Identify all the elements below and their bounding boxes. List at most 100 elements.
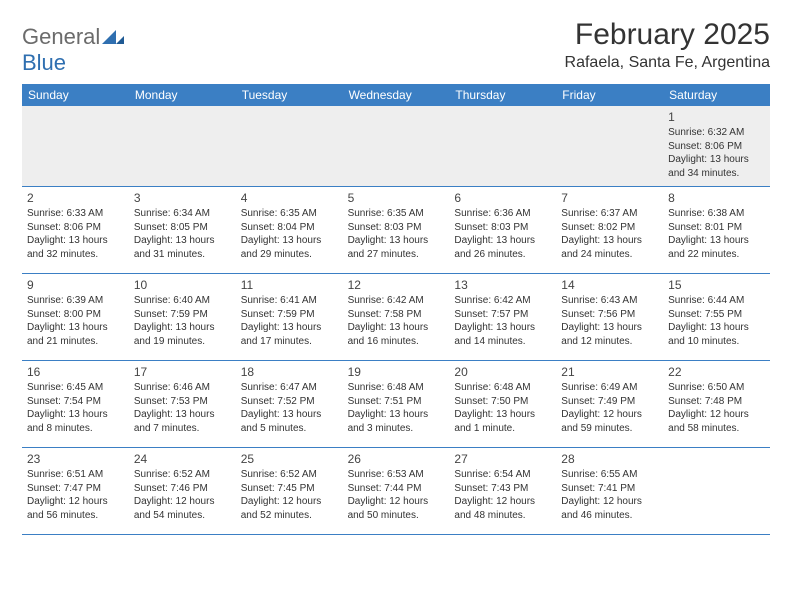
sunset-text: Sunset: 8:03 PM [454, 221, 551, 235]
sunset-text: Sunset: 8:02 PM [561, 221, 658, 235]
sunset-text: Sunset: 7:46 PM [134, 482, 231, 496]
sunset-text: Sunset: 7:59 PM [241, 308, 338, 322]
day-number: 23 [27, 451, 124, 467]
day-number: 3 [134, 190, 231, 206]
day-cell: 16Sunrise: 6:45 AMSunset: 7:54 PMDayligh… [22, 361, 129, 447]
daylight-text: Daylight: 12 hours and 59 minutes. [561, 408, 658, 435]
day-cell: 4Sunrise: 6:35 AMSunset: 8:04 PMDaylight… [236, 187, 343, 273]
day-cell: 18Sunrise: 6:47 AMSunset: 7:52 PMDayligh… [236, 361, 343, 447]
day-number: 6 [454, 190, 551, 206]
sunset-text: Sunset: 7:58 PM [348, 308, 445, 322]
day-cell: 9Sunrise: 6:39 AMSunset: 8:00 PMDaylight… [22, 274, 129, 360]
daylight-text: Daylight: 12 hours and 52 minutes. [241, 495, 338, 522]
day-cell [556, 106, 663, 186]
calendar-grid: Sunday Monday Tuesday Wednesday Thursday… [22, 84, 770, 535]
daylight-text: Daylight: 13 hours and 31 minutes. [134, 234, 231, 261]
sunrise-text: Sunrise: 6:36 AM [454, 207, 551, 221]
daylight-text: Daylight: 13 hours and 14 minutes. [454, 321, 551, 348]
sunrise-text: Sunrise: 6:34 AM [134, 207, 231, 221]
logo-text: General Blue [22, 24, 124, 76]
sunset-text: Sunset: 7:57 PM [454, 308, 551, 322]
day-cell [236, 106, 343, 186]
day-cell: 8Sunrise: 6:38 AMSunset: 8:01 PMDaylight… [663, 187, 770, 273]
sunrise-text: Sunrise: 6:50 AM [668, 381, 765, 395]
day-number: 7 [561, 190, 658, 206]
daylight-text: Daylight: 12 hours and 46 minutes. [561, 495, 658, 522]
day-headers-row: Sunday Monday Tuesday Wednesday Thursday… [22, 84, 770, 106]
daylight-text: Daylight: 13 hours and 27 minutes. [348, 234, 445, 261]
daylight-text: Daylight: 13 hours and 12 minutes. [561, 321, 658, 348]
sunrise-text: Sunrise: 6:38 AM [668, 207, 765, 221]
day-cell: 24Sunrise: 6:52 AMSunset: 7:46 PMDayligh… [129, 448, 236, 534]
day-cell: 26Sunrise: 6:53 AMSunset: 7:44 PMDayligh… [343, 448, 450, 534]
sunrise-text: Sunrise: 6:45 AM [27, 381, 124, 395]
day-cell: 15Sunrise: 6:44 AMSunset: 7:55 PMDayligh… [663, 274, 770, 360]
sunrise-text: Sunrise: 6:35 AM [241, 207, 338, 221]
day-cell: 17Sunrise: 6:46 AMSunset: 7:53 PMDayligh… [129, 361, 236, 447]
day-header: Saturday [663, 84, 770, 106]
day-number: 17 [134, 364, 231, 380]
day-number: 28 [561, 451, 658, 467]
day-number: 21 [561, 364, 658, 380]
sunrise-text: Sunrise: 6:55 AM [561, 468, 658, 482]
daylight-text: Daylight: 13 hours and 5 minutes. [241, 408, 338, 435]
sunrise-text: Sunrise: 6:40 AM [134, 294, 231, 308]
sunrise-text: Sunrise: 6:33 AM [27, 207, 124, 221]
sunset-text: Sunset: 7:49 PM [561, 395, 658, 409]
sunrise-text: Sunrise: 6:32 AM [668, 126, 765, 140]
sunset-text: Sunset: 7:48 PM [668, 395, 765, 409]
day-number: 20 [454, 364, 551, 380]
sunset-text: Sunset: 8:06 PM [27, 221, 124, 235]
day-cell: 2Sunrise: 6:33 AMSunset: 8:06 PMDaylight… [22, 187, 129, 273]
sunrise-text: Sunrise: 6:52 AM [134, 468, 231, 482]
sunrise-text: Sunrise: 6:41 AM [241, 294, 338, 308]
sunset-text: Sunset: 7:44 PM [348, 482, 445, 496]
daylight-text: Daylight: 13 hours and 24 minutes. [561, 234, 658, 261]
day-cell: 3Sunrise: 6:34 AMSunset: 8:05 PMDaylight… [129, 187, 236, 273]
daylight-text: Daylight: 12 hours and 50 minutes. [348, 495, 445, 522]
day-number: 5 [348, 190, 445, 206]
page-header: General Blue February 2025 Rafaela, Sant… [22, 18, 770, 76]
day-number: 25 [241, 451, 338, 467]
day-cell: 27Sunrise: 6:54 AMSunset: 7:43 PMDayligh… [449, 448, 556, 534]
day-cell: 13Sunrise: 6:42 AMSunset: 7:57 PMDayligh… [449, 274, 556, 360]
title-block: February 2025 Rafaela, Santa Fe, Argenti… [565, 18, 770, 72]
day-number: 24 [134, 451, 231, 467]
sunset-text: Sunset: 7:51 PM [348, 395, 445, 409]
sunrise-text: Sunrise: 6:44 AM [668, 294, 765, 308]
week-row: 9Sunrise: 6:39 AMSunset: 8:00 PMDaylight… [22, 274, 770, 361]
sunrise-text: Sunrise: 6:52 AM [241, 468, 338, 482]
daylight-text: Daylight: 13 hours and 32 minutes. [27, 234, 124, 261]
sunrise-text: Sunrise: 6:49 AM [561, 381, 658, 395]
day-number: 16 [27, 364, 124, 380]
sunset-text: Sunset: 8:03 PM [348, 221, 445, 235]
day-number: 10 [134, 277, 231, 293]
calendar-page: General Blue February 2025 Rafaela, Sant… [0, 0, 792, 553]
day-header: Wednesday [343, 84, 450, 106]
sunset-text: Sunset: 7:41 PM [561, 482, 658, 496]
day-cell: 22Sunrise: 6:50 AMSunset: 7:48 PMDayligh… [663, 361, 770, 447]
day-cell: 7Sunrise: 6:37 AMSunset: 8:02 PMDaylight… [556, 187, 663, 273]
day-number: 8 [668, 190, 765, 206]
day-header: Friday [556, 84, 663, 106]
sunset-text: Sunset: 7:45 PM [241, 482, 338, 496]
sunset-text: Sunset: 7:43 PM [454, 482, 551, 496]
sunrise-text: Sunrise: 6:35 AM [348, 207, 445, 221]
sunrise-text: Sunrise: 6:39 AM [27, 294, 124, 308]
day-cell: 11Sunrise: 6:41 AMSunset: 7:59 PMDayligh… [236, 274, 343, 360]
sunset-text: Sunset: 8:04 PM [241, 221, 338, 235]
daylight-text: Daylight: 13 hours and 7 minutes. [134, 408, 231, 435]
logo-word-blue: Blue [22, 50, 66, 75]
sunset-text: Sunset: 7:50 PM [454, 395, 551, 409]
daylight-text: Daylight: 13 hours and 19 minutes. [134, 321, 231, 348]
sunrise-text: Sunrise: 6:53 AM [348, 468, 445, 482]
day-cell: 12Sunrise: 6:42 AMSunset: 7:58 PMDayligh… [343, 274, 450, 360]
sunset-text: Sunset: 8:05 PM [134, 221, 231, 235]
sunset-text: Sunset: 8:06 PM [668, 140, 765, 154]
day-number: 15 [668, 277, 765, 293]
day-cell: 21Sunrise: 6:49 AMSunset: 7:49 PMDayligh… [556, 361, 663, 447]
day-number: 12 [348, 277, 445, 293]
sunset-text: Sunset: 7:52 PM [241, 395, 338, 409]
sunset-text: Sunset: 7:54 PM [27, 395, 124, 409]
day-number: 19 [348, 364, 445, 380]
